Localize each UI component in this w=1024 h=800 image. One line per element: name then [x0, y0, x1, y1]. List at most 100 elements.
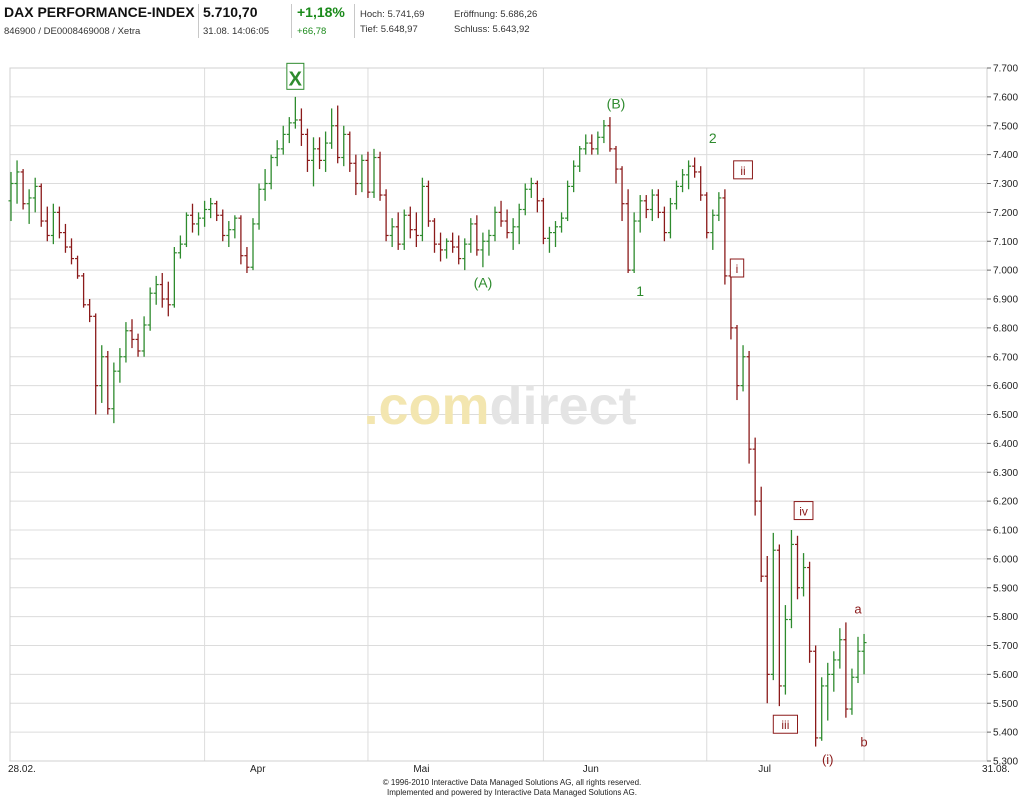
ohlc-bar	[123, 322, 129, 363]
ohlc-bar	[843, 622, 849, 718]
ohlc-bar	[613, 145, 619, 184]
ohlc-bar	[317, 137, 323, 170]
x-axis: 28.02. Apr Mai Jun Jul 31.08.	[8, 764, 1010, 775]
quote-datetime: 31.08. 14:06:05	[203, 26, 270, 37]
y-tick-label: 6.400	[993, 439, 1018, 450]
ohlc-bar	[631, 212, 637, 274]
ohlc-bar	[401, 209, 407, 250]
ohlc-bar	[776, 544, 782, 707]
ohlc-bar	[559, 212, 565, 233]
watermark: .comdirect	[363, 376, 636, 436]
annotation-box	[286, 62, 305, 90]
ohlc-bar	[571, 160, 577, 193]
ohlc-bar	[680, 169, 686, 193]
y-tick-label: 7.300	[993, 179, 1018, 190]
copyright-footer: © 1996-2010 Interactive Data Managed Sol…	[0, 778, 1024, 798]
ohlc-bar	[377, 151, 383, 201]
x-tick-label: 28.02.	[8, 764, 36, 775]
y-tick-label: 6.100	[993, 526, 1018, 537]
ohlc-bar	[141, 316, 147, 357]
ohlc-bar	[619, 166, 625, 222]
y-tick-label: 6.800	[993, 323, 1018, 334]
ohlc-bar	[655, 189, 661, 219]
y-tick-label: 6.600	[993, 381, 1018, 392]
ohlc-bar	[474, 215, 480, 256]
ohlc-bar	[335, 105, 341, 164]
ohlc-bar	[540, 197, 546, 245]
change-absolute: +66,78	[297, 26, 327, 37]
ohlc-chart: .comdirect 5.300 5.400 5.500 5.600 5.700 5.80…	[8, 62, 1018, 775]
day-low: Tief: 5.648,97	[360, 24, 418, 35]
watermark-com: .com	[363, 376, 489, 436]
wave-label: 1	[636, 283, 644, 299]
y-tick-label: 7.000	[993, 266, 1018, 277]
ohlc-bar	[220, 209, 226, 242]
y-tick-label: 6.900	[993, 295, 1018, 306]
ohlc-bar	[153, 275, 159, 305]
ohlc-bar	[510, 218, 516, 250]
ohlc-bar	[286, 117, 292, 144]
ohlc-bar	[214, 200, 220, 222]
ohlc-bar	[395, 212, 401, 250]
ohlc-bar	[456, 235, 462, 265]
ohlc-bar	[347, 131, 353, 172]
y-axis: 5.300 5.400 5.500 5.600 5.700 5.800 5.900 6.000…	[987, 64, 1018, 768]
ohlc-bar	[819, 677, 825, 741]
ohlc-bar	[722, 189, 728, 285]
ohlc-bar	[728, 273, 734, 340]
ohlc-bar	[492, 206, 498, 242]
ohlc-bar	[268, 154, 274, 190]
ohlc-bar	[432, 218, 437, 253]
ohlc-bar	[274, 140, 280, 167]
y-tick-label: 7.200	[993, 208, 1018, 219]
ohlc-bar	[861, 633, 867, 675]
ohlc-bar	[304, 128, 310, 172]
wave-label: b	[860, 735, 867, 750]
wave-label: iii	[781, 718, 789, 732]
ohlc-bar	[504, 209, 510, 239]
change-percent: +1,18%	[297, 4, 345, 20]
ohlc-bar	[516, 203, 522, 245]
ohlc-bar	[14, 160, 20, 204]
y-tick-label: 5.800	[993, 612, 1018, 623]
instrument-id: 846900 / DE0008469008 / Xetra	[4, 26, 141, 37]
ohlc-bar	[190, 203, 195, 233]
x-tick-label: 31.08.	[982, 764, 1010, 775]
wave-label: (B)	[607, 95, 626, 111]
instrument-title: DAX PERFORMANCE-INDEX	[4, 4, 195, 20]
ohlc-bar	[371, 148, 377, 198]
x-tick-label: Jun	[583, 764, 599, 775]
prev-close: Schluss: 5.643,92	[454, 24, 530, 35]
ohlc-bar	[298, 108, 304, 146]
ohlc-bar	[135, 333, 141, 357]
ohlc-bar	[444, 238, 450, 259]
ohlc-bar	[795, 535, 800, 600]
price-bars	[8, 96, 867, 747]
ohlc-bar	[341, 125, 347, 167]
ohlc-bar	[329, 108, 335, 149]
annotation-box	[793, 501, 814, 521]
ohlc-bar	[26, 189, 32, 224]
ohlc-bar	[553, 221, 558, 248]
ohlc-bar	[595, 131, 601, 155]
ohlc-bar	[413, 212, 419, 248]
ohlc-bar	[837, 628, 843, 669]
ohlc-bar	[534, 180, 540, 213]
ohlc-bar	[813, 645, 819, 747]
ohlc-bar	[365, 151, 371, 198]
ohlc-bar	[419, 177, 425, 242]
ohlc-bar	[159, 273, 165, 308]
ohlc-bar	[486, 229, 492, 256]
ohlc-bar	[782, 605, 788, 695]
ohlc-bar	[583, 134, 589, 155]
ohlc-bar	[147, 287, 153, 331]
ohlc-bar	[171, 247, 177, 308]
y-tick-label: 7.600	[993, 92, 1018, 103]
ohlc-bar	[661, 206, 667, 242]
ohlc-bar	[359, 154, 365, 193]
ohlc-bar	[528, 177, 534, 198]
y-tick-label: 5.500	[993, 699, 1018, 710]
ohlc-bar	[607, 117, 613, 152]
day-open: Eröffnung: 5.686,26	[454, 9, 538, 20]
ohlc-bar	[238, 215, 244, 265]
